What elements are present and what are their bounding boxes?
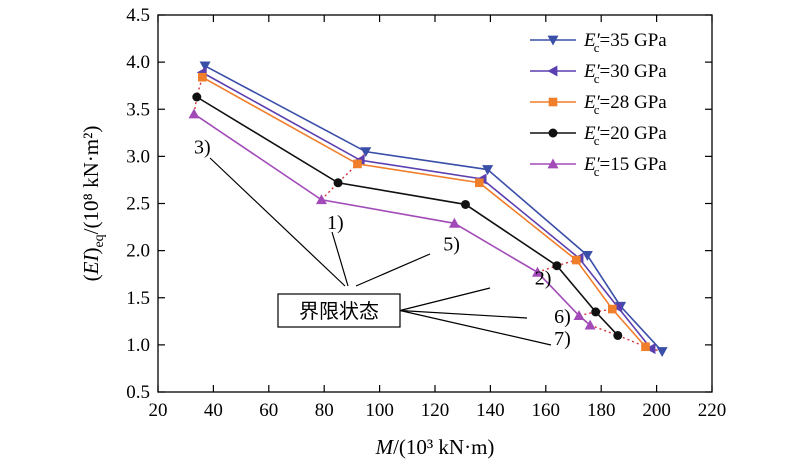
x-tick-label: 20 bbox=[149, 400, 168, 421]
leader-line bbox=[355, 253, 431, 287]
y-tick-label: 4.0 bbox=[126, 52, 150, 73]
legend-entry-1: E′c=35 GPa bbox=[530, 30, 667, 55]
series-5 bbox=[188, 108, 596, 330]
data-point bbox=[482, 165, 494, 176]
data-point bbox=[641, 342, 650, 352]
annotation-leaders: 界限状态 bbox=[209, 157, 552, 346]
data-point bbox=[198, 72, 207, 82]
series-1 bbox=[199, 61, 668, 357]
data-point bbox=[552, 261, 562, 271]
legend-entry-2: E′c=30 GPa bbox=[530, 61, 667, 86]
x-tick-label: 40 bbox=[204, 400, 223, 421]
legend-marker bbox=[547, 158, 559, 169]
data-point bbox=[531, 266, 543, 277]
data-point bbox=[188, 108, 200, 119]
x-tick-label: 60 bbox=[259, 400, 278, 421]
legend-entry-5: E′c=15 GPa bbox=[530, 154, 667, 179]
data-point bbox=[360, 147, 372, 158]
x-tick-label: 220 bbox=[698, 400, 727, 421]
axis-labels: 20 40 60 80 100 120 140 160 180 200 220 0.5 1.0 1.5 2.… bbox=[79, 5, 726, 459]
data-point bbox=[571, 255, 581, 265]
y-tick-label: 2.5 bbox=[126, 194, 150, 215]
data-point bbox=[448, 217, 460, 228]
annotation-7: 7) bbox=[554, 328, 571, 350]
legend-label: E′c=15 GPa bbox=[583, 154, 667, 179]
series-line bbox=[201, 71, 652, 350]
x-axis-title: M/(10³ kN·m) bbox=[375, 435, 495, 459]
series-4 bbox=[192, 92, 623, 340]
series-group bbox=[188, 61, 668, 357]
legend-entry-3: E′c=28 GPa bbox=[530, 92, 667, 117]
data-point bbox=[333, 178, 343, 188]
data-point bbox=[192, 92, 202, 102]
data-point bbox=[607, 304, 617, 314]
x-tick-label: 160 bbox=[532, 400, 561, 421]
x-tick-label: 120 bbox=[421, 400, 450, 421]
data-point bbox=[199, 61, 211, 72]
y-tick-label: 2.0 bbox=[126, 241, 150, 262]
y-tick-label: 3.0 bbox=[126, 146, 150, 167]
limit-state-line-1 bbox=[193, 65, 206, 115]
legend-label: E′c=30 GPa bbox=[583, 61, 667, 86]
x-tick-label: 80 bbox=[315, 400, 334, 421]
data-point bbox=[475, 178, 484, 188]
annotation-5: 5) bbox=[443, 234, 460, 256]
y-tick-label: 0.5 bbox=[126, 382, 150, 403]
legend-entry-4: E′c=20 GPa bbox=[530, 123, 667, 148]
limit-state-box bbox=[277, 293, 401, 328]
y-axis-title: (EI)eq/(10⁸ kN·m²) bbox=[79, 126, 107, 282]
data-point bbox=[581, 250, 593, 261]
legend-label: E′c=35 GPa bbox=[583, 30, 667, 55]
x-tick-label: 140 bbox=[476, 400, 505, 421]
data-point bbox=[315, 194, 327, 205]
data-point bbox=[460, 199, 470, 209]
data-point bbox=[573, 310, 585, 321]
legend-label: E′c=28 GPa bbox=[583, 92, 667, 117]
axes-frame bbox=[157, 14, 713, 393]
legend-label: E′c=20 GPa bbox=[583, 123, 667, 148]
annotation-2: 2) bbox=[535, 268, 552, 290]
annotation-6: 6) bbox=[554, 306, 571, 328]
legend-marker bbox=[548, 97, 558, 107]
legend-marker bbox=[547, 35, 559, 46]
series-line bbox=[196, 96, 619, 336]
annotation-labels: 3) 1) 5) 2)6)7) bbox=[194, 137, 571, 350]
leader-line bbox=[399, 309, 528, 319]
data-point bbox=[612, 301, 623, 313]
x-tick-label: 100 bbox=[365, 400, 394, 421]
legend-marker bbox=[547, 65, 558, 77]
x-tick-label: 180 bbox=[587, 400, 616, 421]
legend-marker bbox=[548, 128, 558, 138]
data-point bbox=[591, 307, 601, 317]
y-tick-label: 1.0 bbox=[126, 335, 150, 356]
legend: E′c=35 GPa E′c=30 GPa E′c=28 GPa E′c=20 GPa… bbox=[530, 30, 667, 179]
annotation-1: 1) bbox=[327, 212, 344, 234]
series-3 bbox=[198, 72, 650, 352]
data-point bbox=[353, 159, 362, 169]
leader-line bbox=[399, 287, 491, 312]
y-tick-label: 1.5 bbox=[126, 288, 150, 309]
limit-state-line-4 bbox=[577, 305, 621, 326]
data-point bbox=[645, 343, 656, 355]
annotation-3: 3) bbox=[194, 137, 211, 159]
data-point bbox=[656, 347, 668, 357]
series-line bbox=[201, 76, 647, 348]
y-tick-label: 3.5 bbox=[126, 99, 150, 120]
leader-line bbox=[331, 231, 349, 287]
leader-line bbox=[399, 309, 552, 346]
series-line bbox=[204, 65, 663, 353]
leader-line bbox=[209, 157, 346, 287]
y-tick-label: 4.5 bbox=[126, 5, 150, 26]
x-tick-label: 200 bbox=[642, 400, 671, 421]
limit-state-label: 界限状态 bbox=[299, 300, 379, 323]
data-point bbox=[613, 330, 623, 340]
data-point bbox=[584, 319, 596, 330]
